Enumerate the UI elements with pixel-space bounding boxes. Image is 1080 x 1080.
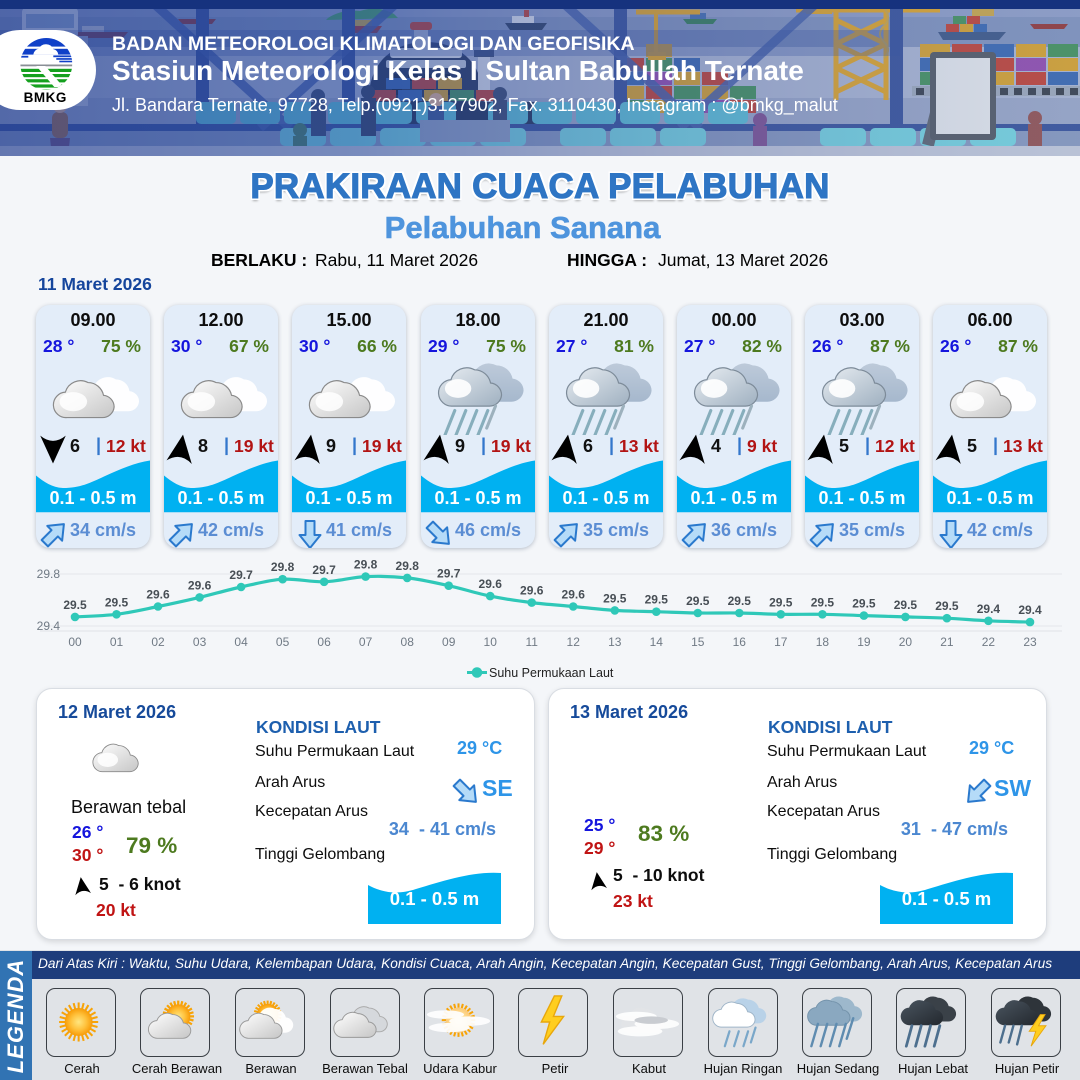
svg-text:29.5: 29.5 bbox=[645, 593, 669, 607]
svg-text:21: 21 bbox=[940, 635, 954, 649]
svg-text:29.8: 29.8 bbox=[271, 560, 295, 574]
svg-text:05: 05 bbox=[276, 635, 290, 649]
svg-text:29.4: 29.4 bbox=[37, 619, 61, 633]
svg-text:03: 03 bbox=[193, 635, 207, 649]
svg-text:29.8: 29.8 bbox=[396, 559, 420, 573]
svg-text:16: 16 bbox=[733, 635, 747, 649]
svg-text:22: 22 bbox=[982, 635, 996, 649]
svg-text:09: 09 bbox=[442, 635, 456, 649]
svg-text:29.4: 29.4 bbox=[977, 602, 1001, 616]
svg-text:02: 02 bbox=[151, 635, 165, 649]
svg-text:29.6: 29.6 bbox=[520, 584, 544, 598]
svg-text:12: 12 bbox=[567, 635, 581, 649]
svg-text:Suhu Permukaan Laut: Suhu Permukaan Laut bbox=[489, 666, 614, 680]
svg-text:20: 20 bbox=[899, 635, 913, 649]
svg-text:13: 13 bbox=[608, 635, 622, 649]
svg-text:BMKG: BMKG bbox=[24, 90, 67, 105]
svg-text:01: 01 bbox=[110, 635, 124, 649]
svg-text:29.5: 29.5 bbox=[935, 599, 959, 613]
svg-text:29.8: 29.8 bbox=[37, 567, 61, 581]
svg-text:23: 23 bbox=[1023, 635, 1037, 649]
svg-text:29.6: 29.6 bbox=[188, 578, 212, 592]
svg-text:29.5: 29.5 bbox=[603, 591, 627, 605]
svg-text:29.7: 29.7 bbox=[312, 563, 336, 577]
svg-text:07: 07 bbox=[359, 635, 373, 649]
svg-text:29.6: 29.6 bbox=[479, 577, 503, 591]
svg-text:29.5: 29.5 bbox=[852, 597, 876, 611]
svg-text:29.5: 29.5 bbox=[686, 594, 710, 608]
svg-text:29.6: 29.6 bbox=[146, 588, 170, 602]
svg-text:06: 06 bbox=[317, 635, 331, 649]
svg-text:00: 00 bbox=[68, 635, 82, 649]
svg-text:17: 17 bbox=[774, 635, 788, 649]
svg-text:19: 19 bbox=[857, 635, 871, 649]
svg-text:18: 18 bbox=[816, 635, 830, 649]
svg-text:29.7: 29.7 bbox=[437, 567, 461, 581]
svg-text:14: 14 bbox=[650, 635, 664, 649]
svg-text:08: 08 bbox=[401, 635, 415, 649]
svg-text:29.8: 29.8 bbox=[354, 558, 378, 572]
svg-text:29.5: 29.5 bbox=[811, 595, 835, 609]
svg-text:29.4: 29.4 bbox=[1018, 603, 1042, 617]
svg-text:29.7: 29.7 bbox=[229, 568, 253, 582]
svg-text:29.5: 29.5 bbox=[769, 595, 793, 609]
svg-text:29.5: 29.5 bbox=[728, 594, 752, 608]
svg-text:10: 10 bbox=[484, 635, 498, 649]
svg-text:29.5: 29.5 bbox=[63, 598, 87, 612]
svg-text:15: 15 bbox=[691, 635, 705, 649]
svg-text:29.5: 29.5 bbox=[105, 595, 129, 609]
svg-text:29.6: 29.6 bbox=[562, 588, 586, 602]
svg-text:11: 11 bbox=[525, 635, 538, 649]
svg-text:04: 04 bbox=[234, 635, 248, 649]
svg-text:29.5: 29.5 bbox=[894, 598, 918, 612]
